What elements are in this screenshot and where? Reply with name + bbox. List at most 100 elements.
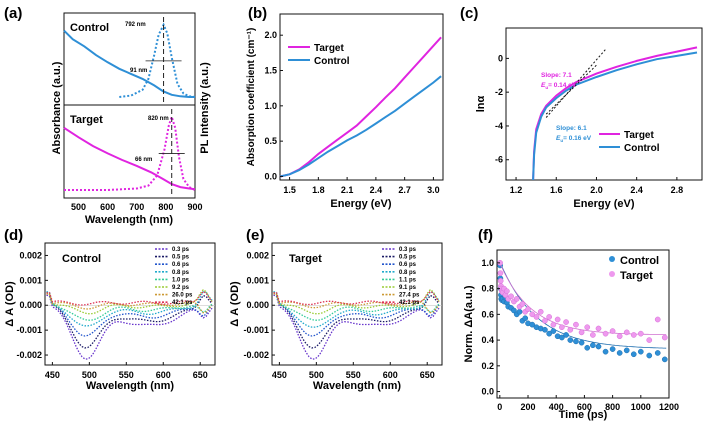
panel-a: Control Target 792 nm 91 nm 820 nm 66 nm… xyxy=(51,12,211,226)
target-eu-symbol: E xyxy=(541,82,546,89)
panel-e-ytick-label: 0.002 xyxy=(246,250,269,260)
panel-f-frame xyxy=(496,249,670,399)
panel-c-ytick-label: 0 xyxy=(498,53,503,63)
data-point-control xyxy=(529,321,536,328)
absorbance-curve xyxy=(63,29,195,98)
ta-spectrum-0-8-ps xyxy=(273,290,440,328)
panel-f-xtick-label: 800 xyxy=(605,402,620,412)
ta-spectrum-0-3-ps xyxy=(273,294,440,360)
data-point-control xyxy=(595,343,602,350)
f-legend-target-label: Target xyxy=(620,270,653,282)
panel-e-legend: 0.3 ps 0.5 ps0.6 ps 0.8 ps1.1 ps 9.1 ps 27.4… xyxy=(382,247,420,306)
panel-b-ytick-label: 1.0 xyxy=(264,101,277,111)
ta-spectrum-27-4-ps xyxy=(273,293,440,314)
target-fwhm-label: 66 nm xyxy=(135,157,152,163)
panel-f-xtick-label: 1000 xyxy=(631,402,651,412)
data-point-target xyxy=(513,296,520,302)
panel-b-ticks: 1.5 1.8 2.1 2.4 2.7 3.0 0.0 0.5 1.0 1.5 2.0 xyxy=(264,30,439,195)
panel-label-f: (f) xyxy=(478,227,493,244)
ta-spectrum-0-3-ps xyxy=(46,294,213,360)
panel-b-ylabel: Absorption coefficient (cm⁻¹) xyxy=(246,28,257,167)
data-point-target xyxy=(529,311,536,318)
data-point-control xyxy=(602,348,609,355)
panel-c-xtick-label: 2.0 xyxy=(590,185,603,195)
control-fwhm-label: 91 nm xyxy=(130,68,147,74)
ta-spectrum-42-1-ps xyxy=(273,290,440,306)
control-peak-label: 792 nm xyxy=(125,22,146,28)
target-eu-value: 0.14 eV xyxy=(554,82,577,89)
panel-e: 450 500 550 600 650 0.002 0.001 0.000 -0.001 -0.0… xyxy=(229,242,443,392)
pl-curve xyxy=(64,113,196,191)
target-peak-label: 820 nm xyxy=(148,116,169,122)
legend-label: 42.1 ps xyxy=(172,300,193,306)
panel-d: 450 500 550 600 650 0.002 0.001 0.000 -0.001 -0.0… xyxy=(4,242,216,392)
panel-e-xtick-label: 650 xyxy=(420,370,435,380)
panel-c-xtick-label: 2.8 xyxy=(671,185,684,195)
panel-a-xlabel: Wavelength (nm) xyxy=(85,214,174,226)
panel-c-frame xyxy=(505,27,703,181)
control-eu-value: 0.16 eV xyxy=(569,135,592,142)
panel-d-ytick-label: -0.002 xyxy=(16,350,42,360)
panel-d-ticks: 450 500 550 600 650 0.002 0.001 0.000 -0.001 -0.0… xyxy=(16,250,207,380)
panel-f-xtick-label: 400 xyxy=(549,402,564,412)
panel-a-ylabel-right: PL Intensity (a.u.) xyxy=(199,62,211,154)
panel-f-xtick-label: 1200 xyxy=(659,402,679,412)
panel-f-ytick-label: 0.8 xyxy=(481,284,494,294)
panel-f-ylabel: Norm. ΔA(a.u.) xyxy=(463,285,475,362)
panel-b-xlabel: Energy (eV) xyxy=(330,198,391,210)
legend-label: 9.2 ps xyxy=(172,285,190,291)
data-point-target xyxy=(590,332,596,338)
target-eu-sub: u xyxy=(545,85,548,90)
panel-f-ytick-label: 0.0 xyxy=(481,387,494,397)
panel-d-ytick-label: 0.002 xyxy=(19,250,42,260)
data-point-control xyxy=(654,350,661,356)
data-point-target xyxy=(497,270,504,277)
control-subplot-label: Control xyxy=(70,22,109,34)
panel-b-xtick-label: 1.5 xyxy=(283,185,296,195)
panel-f: 0 200 400 600 800 1000 12000.00.20.40.60.81.0 … xyxy=(463,249,679,421)
data-point-control xyxy=(522,315,529,322)
legend-label: 26.0 ps xyxy=(172,293,193,299)
panel-b-xtick-label: 1.8 xyxy=(312,185,325,195)
panel-d-xtick-label: 650 xyxy=(193,370,208,380)
panel-b: 1.5 1.8 2.1 2.4 2.7 3.0 0.0 0.5 1.0 1.5 2.0 Target… xyxy=(246,13,444,210)
data-point-target xyxy=(508,293,514,300)
ta-spectrum-0-5-ps xyxy=(46,293,213,349)
f-legend-target-marker xyxy=(609,271,615,277)
data-point-target xyxy=(578,329,585,336)
panel-c: 1.2 1.6 2.0 2.4 2.80-2-4-6 Slope: 7.1 Eu= 0.… xyxy=(475,27,703,210)
data-point-target xyxy=(519,301,526,307)
data-point-control xyxy=(646,352,653,359)
panel-label-b: (b) xyxy=(248,5,267,22)
data-point-target xyxy=(646,337,653,343)
ta-spectrum-0-6-ps xyxy=(46,291,213,337)
panel-d-xtick-label: 450 xyxy=(45,370,60,380)
panel-c-ticks: 1.2 1.6 2.0 2.4 2.8 0 -2 -4 -6 xyxy=(495,53,683,195)
panel-b-ytick-label: 1.5 xyxy=(264,66,277,76)
target-eu-annotation: Eu= 0.14 eV xyxy=(541,82,577,90)
panel-label-a: (a) xyxy=(4,5,22,22)
panel-label-c: (c) xyxy=(460,5,478,22)
panel-c-xlabel: Energy (eV) xyxy=(573,198,634,210)
panel-d-xtick-label: 550 xyxy=(119,370,134,380)
data-point-target xyxy=(546,314,553,320)
panel-c-ytick-label: -6 xyxy=(495,155,503,165)
ta-spectrum-1-1-ps xyxy=(273,291,440,321)
panel-c-xtick-label: 2.4 xyxy=(630,185,643,195)
panel-a-ylabel-left: Absorbance (a.u.) xyxy=(51,61,63,154)
panel-f-ytick-label: 0.2 xyxy=(481,361,494,371)
series-line-target xyxy=(532,46,698,181)
panel-c-ytick-label: -2 xyxy=(495,87,503,97)
panel-b-plot xyxy=(279,36,442,178)
data-point-target xyxy=(533,314,540,320)
ta-spectrum-0-8-ps xyxy=(46,290,213,327)
data-point-control xyxy=(567,337,574,343)
legend-label: 1.1 ps xyxy=(399,277,417,283)
panel-e-ylabel: Δ A (OD) xyxy=(229,281,241,327)
legend-label: 42.1 ps xyxy=(399,300,420,306)
panel-b-ytick-label: 2.0 xyxy=(264,30,277,40)
data-point-target xyxy=(616,333,623,340)
legend-label: 0.5 ps xyxy=(172,255,190,261)
data-point-target xyxy=(563,319,569,325)
data-point-target xyxy=(567,326,574,333)
